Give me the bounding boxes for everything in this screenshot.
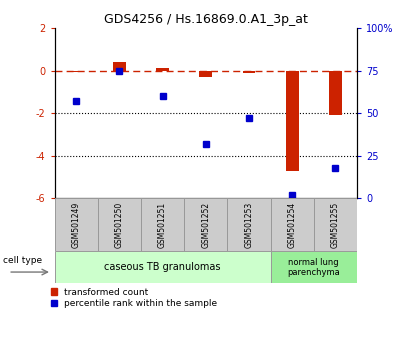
Bar bbox=[184, 198, 227, 251]
Bar bbox=[55, 198, 98, 251]
Text: GSM501254: GSM501254 bbox=[288, 202, 297, 248]
Text: cell type: cell type bbox=[3, 256, 42, 266]
Text: GSM501253: GSM501253 bbox=[244, 202, 254, 248]
Bar bbox=[242, 71, 255, 73]
Text: GSM501255: GSM501255 bbox=[331, 202, 340, 248]
Bar bbox=[55, 251, 270, 283]
Bar bbox=[98, 198, 141, 251]
Bar bbox=[314, 198, 357, 251]
Text: normal lung
parenchyma: normal lung parenchyma bbox=[287, 258, 340, 277]
Text: GSM501251: GSM501251 bbox=[158, 202, 167, 248]
Bar bbox=[156, 68, 169, 71]
Bar bbox=[141, 198, 184, 251]
Legend: transformed count, percentile rank within the sample: transformed count, percentile rank withi… bbox=[51, 288, 218, 308]
Bar bbox=[200, 71, 212, 77]
Bar bbox=[270, 198, 314, 251]
Text: caseous TB granulomas: caseous TB granulomas bbox=[104, 262, 221, 272]
Text: GSM501250: GSM501250 bbox=[115, 202, 124, 248]
Bar bbox=[286, 71, 299, 171]
Bar bbox=[227, 198, 270, 251]
Bar bbox=[270, 251, 357, 283]
Bar bbox=[329, 71, 342, 115]
Text: GSM501252: GSM501252 bbox=[201, 202, 210, 248]
Text: GSM501249: GSM501249 bbox=[72, 202, 81, 248]
Bar bbox=[70, 71, 83, 72]
Title: GDS4256 / Hs.16869.0.A1_3p_at: GDS4256 / Hs.16869.0.A1_3p_at bbox=[104, 13, 308, 26]
Bar bbox=[113, 62, 126, 71]
